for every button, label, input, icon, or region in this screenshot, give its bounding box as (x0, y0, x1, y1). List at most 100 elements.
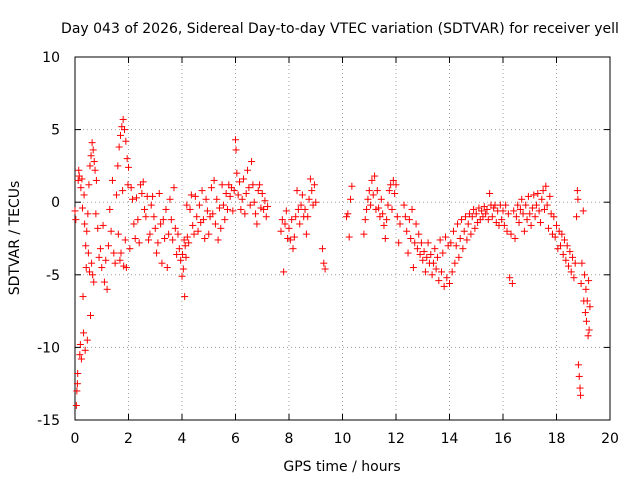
data-point (226, 192, 234, 200)
x-tick-label: 8 (285, 431, 294, 447)
data-point (233, 169, 241, 177)
data-point (504, 210, 512, 218)
data-point (427, 250, 435, 258)
data-point (536, 219, 544, 227)
data-point (195, 201, 203, 209)
data-point (191, 192, 199, 200)
data-point (581, 309, 589, 317)
data-point (107, 227, 115, 235)
data-point (112, 191, 120, 199)
data-point (179, 265, 187, 273)
data-point (218, 181, 226, 189)
data-point (161, 235, 169, 242)
data-point (380, 221, 388, 229)
data-point (116, 256, 124, 264)
data-point (245, 184, 253, 192)
data-point (90, 278, 98, 286)
data-point (98, 264, 106, 272)
data-point (87, 152, 95, 160)
data-point (576, 384, 584, 392)
data-points (71, 115, 594, 409)
data-point (297, 201, 305, 209)
x-tick-label: 0 (71, 431, 80, 447)
data-point (301, 205, 309, 213)
data-point (483, 205, 491, 213)
data-point (165, 230, 173, 238)
data-point (361, 216, 369, 224)
data-point (377, 195, 385, 203)
data-point (116, 131, 124, 139)
data-point (482, 210, 490, 218)
data-point (448, 268, 456, 276)
data-point (117, 249, 125, 257)
x-tick-label: 6 (231, 431, 240, 447)
data-point (454, 220, 462, 228)
data-point (570, 274, 578, 282)
data-point (82, 242, 90, 250)
data-point (139, 178, 147, 186)
data-point (201, 235, 209, 242)
data-point (443, 274, 451, 282)
data-point (190, 230, 198, 238)
data-point (242, 189, 250, 197)
data-point (80, 191, 88, 199)
data-point (484, 216, 492, 224)
data-point (400, 201, 408, 209)
data-point (447, 239, 455, 247)
data-point (202, 195, 210, 203)
data-point (249, 181, 257, 189)
data-point (363, 205, 371, 213)
data-point (524, 192, 532, 200)
data-point (108, 176, 116, 184)
data-point (296, 220, 304, 228)
data-point (441, 233, 449, 241)
data-point (248, 158, 256, 166)
data-point (154, 239, 162, 247)
data-point (159, 216, 167, 224)
data-point (551, 233, 559, 241)
data-point (478, 207, 486, 215)
data-point (415, 230, 423, 238)
data-point (210, 176, 218, 184)
data-point (581, 271, 589, 279)
data-point (578, 259, 586, 267)
data-point (86, 162, 94, 170)
data-point (250, 198, 258, 206)
data-point (450, 227, 458, 235)
data-point (385, 187, 393, 195)
data-point (121, 236, 129, 244)
data-point (181, 242, 189, 250)
data-point (574, 361, 582, 369)
data-point (408, 205, 416, 213)
data-point (180, 236, 188, 244)
data-point (364, 195, 372, 203)
data-point (241, 210, 249, 218)
data-point (163, 264, 171, 272)
data-point (89, 146, 97, 154)
data-point (585, 277, 593, 285)
data-point (229, 207, 237, 215)
data-point (383, 216, 391, 224)
data-point (360, 230, 368, 238)
data-point (74, 370, 82, 378)
data-point (92, 210, 100, 218)
grid (75, 57, 610, 420)
data-point (126, 245, 134, 253)
data-point (71, 207, 79, 215)
data-point (115, 143, 123, 151)
data-point (78, 175, 86, 183)
data-point (193, 213, 201, 221)
data-point (499, 207, 507, 215)
data-point (446, 280, 453, 288)
data-point (431, 245, 439, 253)
data-point (199, 216, 207, 224)
data-point (583, 297, 591, 305)
data-point (522, 201, 530, 209)
data-point (456, 235, 464, 242)
data-point (81, 220, 89, 228)
data-point (538, 195, 546, 203)
y-tick-label: 5 (51, 123, 60, 139)
data-point (104, 242, 112, 250)
data-point (553, 221, 560, 229)
